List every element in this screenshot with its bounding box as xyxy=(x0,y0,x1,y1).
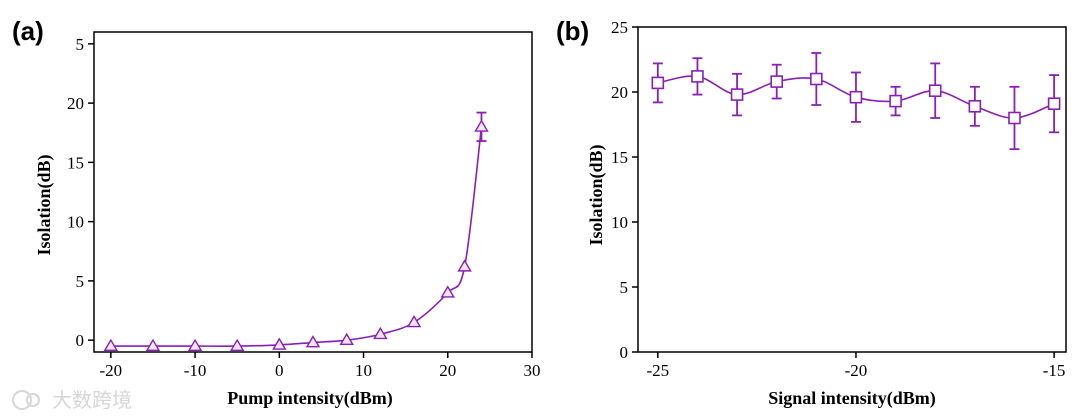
panel-b-xlabel: Signal intensity(dBm) xyxy=(768,388,936,409)
panel-b-ytick-label: 15 xyxy=(611,148,628,167)
panel-b-plot: -25 -20 -15 0 5 10 15 20 25 xyxy=(611,18,1067,380)
panel-a-data-point xyxy=(145,338,161,351)
panel-b-data-point xyxy=(968,100,982,113)
panel-a-ytick-label: 5 xyxy=(76,272,85,291)
panel-b-label: (b) xyxy=(556,16,589,46)
panel-a-ytick-label: 5 xyxy=(76,35,85,54)
panel-a: (a) Isolation(dB) Pump intensity(dBm) -2… xyxy=(12,16,541,409)
watermark: 大数跨境 xyxy=(12,388,132,412)
panel-a-data-point xyxy=(229,338,245,351)
panel-a-frame xyxy=(93,31,533,353)
panel-a-xtick-label: 10 xyxy=(355,361,372,380)
panel-a-label: (a) xyxy=(12,16,44,46)
panel-a-xtick-label: -10 xyxy=(184,361,207,380)
panel-b-xtick-label: -15 xyxy=(1043,361,1066,380)
panel-a-data-point xyxy=(187,338,203,351)
panel-b-ytick-label: 25 xyxy=(611,18,628,37)
panel-a-data-point xyxy=(474,119,489,132)
panel-b-data-point xyxy=(928,84,942,97)
panel-a-xtick-label: 20 xyxy=(439,361,456,380)
panel-a-data-point xyxy=(406,314,422,328)
panel-b-data-point xyxy=(1008,111,1021,125)
panel-a-data-point xyxy=(272,337,287,350)
panel-a-ytick-label: 0 xyxy=(76,331,85,350)
panel-b-xtick-label: -25 xyxy=(646,361,669,380)
panel-b-frame xyxy=(637,26,1067,353)
panel-a-xtick-label: 30 xyxy=(524,361,541,380)
panel-a-data-point xyxy=(339,332,354,346)
panel-a-data-point xyxy=(457,259,472,272)
panel-a-ytick-label: 20 xyxy=(67,94,84,113)
panel-b-ylabel: Isolation(dB) xyxy=(586,144,607,245)
panel-a-data-point xyxy=(103,338,119,351)
panel-b: (b) Isolation(dB) Signal intensity(dBm) … xyxy=(556,16,1067,409)
panel-b-data-point xyxy=(810,72,823,86)
panel-a-data-point xyxy=(373,326,388,340)
panel-a-plot: -20 -10 0 10 20 30 0 5 10 15 20 5 xyxy=(67,31,541,380)
panel-b-ytick-label: 0 xyxy=(620,343,629,362)
watermark-text: 大数跨境 xyxy=(52,388,132,412)
watermark-logo-icon-b xyxy=(26,393,40,407)
panel-b-data-point xyxy=(730,88,744,101)
panel-b-xtick-label: -20 xyxy=(845,361,868,380)
panel-a-data-point xyxy=(440,285,455,298)
panel-a-xtick-label: 0 xyxy=(275,361,284,380)
panel-a-series-line xyxy=(110,126,483,347)
panel-b-data-point xyxy=(889,94,902,108)
panel-b-ytick-label: 10 xyxy=(611,213,628,232)
panel-a-xlabel: Pump intensity(dBm) xyxy=(227,388,393,409)
panel-b-data-point xyxy=(849,90,863,104)
panel-b-data-point xyxy=(770,75,784,88)
panel-a-data-point xyxy=(305,335,321,348)
panel-a-ylabel: Isolation(dB) xyxy=(34,154,55,255)
panel-b-ytick-label: 5 xyxy=(620,278,629,297)
watermark-logo-icon xyxy=(12,390,32,410)
panel-a-ytick-label: 10 xyxy=(67,213,84,232)
panel-b-ytick-label: 20 xyxy=(611,83,628,102)
panel-b-data-point xyxy=(651,76,665,90)
panel-a-ytick-label: 15 xyxy=(67,153,84,172)
panel-b-data-point xyxy=(1047,97,1061,110)
panel-b-data-point xyxy=(691,70,704,83)
panel-a-xtick-label: -20 xyxy=(100,361,123,380)
